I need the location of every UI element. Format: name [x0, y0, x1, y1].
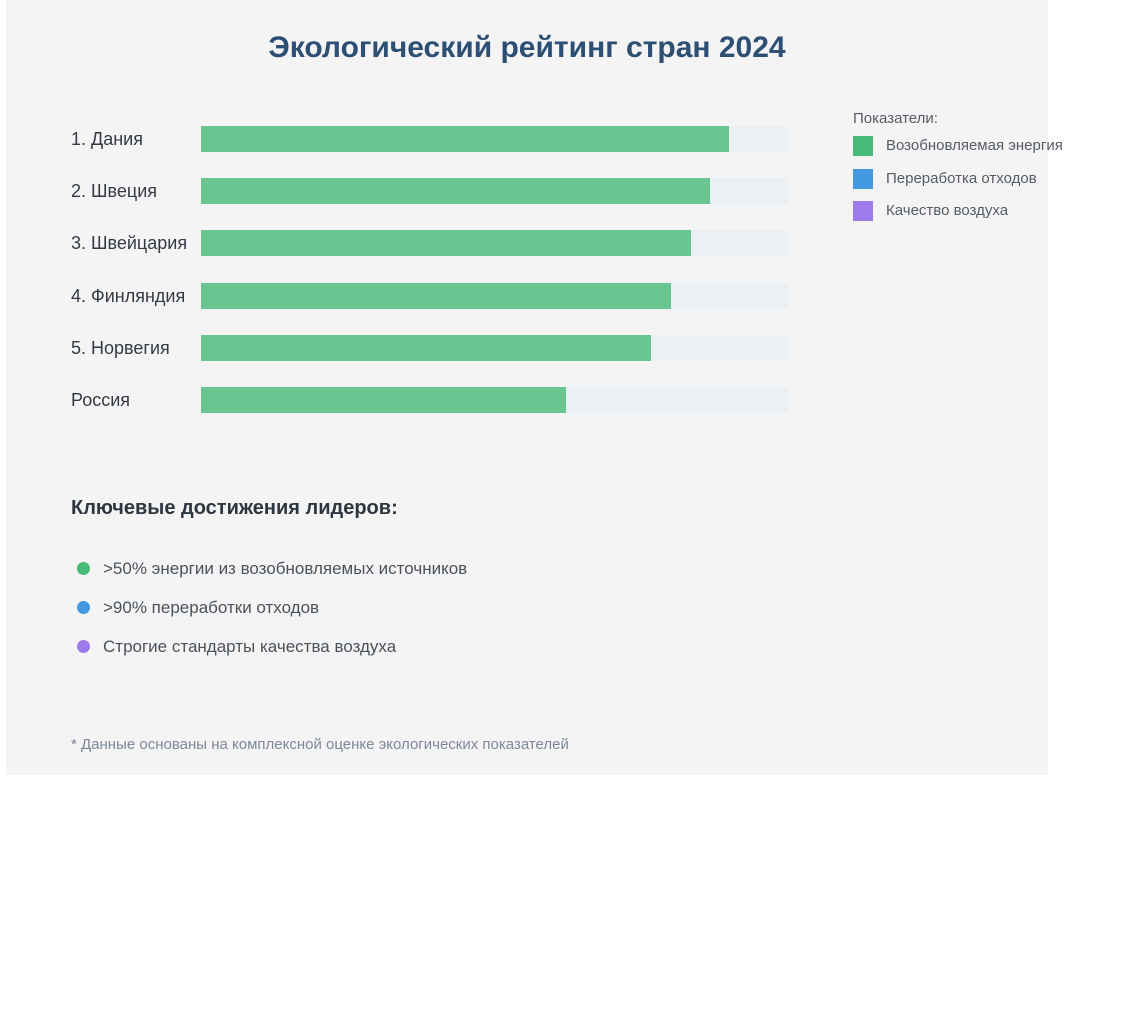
legend-title: Показатели:: [853, 110, 938, 127]
bar-fill: [201, 126, 730, 152]
bar-track: [201, 230, 788, 257]
bar-row: 4. Финляндия: [71, 282, 791, 310]
legend-item-waste-recycling: Переработка отходов: [853, 168, 1093, 189]
category-label: 1. Дания: [71, 129, 143, 149]
category-label: 2. Швеция: [71, 181, 157, 202]
category-label: 4. Финляндия: [71, 285, 186, 306]
bar-track: [201, 126, 788, 152]
bar-fill: [201, 178, 710, 205]
bar-track: [201, 178, 788, 205]
bar-fill: [201, 334, 651, 361]
achievement-text: Строгие стандарты качества воздуха: [103, 637, 397, 656]
bar-track: [201, 282, 788, 309]
legend-swatch: [853, 201, 873, 221]
bar-row: Россия: [71, 386, 791, 414]
bar-fill: [201, 282, 671, 309]
achievement-text: >90% переработки отходов: [103, 598, 320, 617]
legend-swatch: [853, 168, 873, 189]
bar-row: 2. Швеция: [71, 177, 791, 205]
legend-label: Качество воздуха: [886, 202, 1009, 219]
bar-track: [201, 334, 788, 361]
bullet-dot-icon: [77, 562, 90, 575]
bullet-dot-icon: [77, 640, 90, 653]
rating-card: Экологический рейтинг стран 2024 1. Дани…: [6, 0, 1063, 775]
footnote: * Данные основаны на комплексной оценке …: [71, 736, 569, 753]
bullet-dot-icon: [77, 601, 90, 614]
bar-row: 1. Дания: [71, 125, 791, 153]
legend: Показатели: Возобновляемая энергия Перер…: [853, 110, 1093, 234]
bar-row: 5. Норвегия: [71, 334, 791, 362]
legend-label: Переработка отходов: [886, 169, 1037, 187]
bar-fill: [201, 230, 691, 257]
legend-swatch: [853, 136, 873, 156]
achievements-title: Ключевые достижения лидеров:: [71, 497, 398, 519]
bar-row: 3. Швейцария: [71, 229, 791, 257]
legend-label: Возобновляемая энергия: [886, 137, 1063, 154]
bar-fill: [201, 387, 567, 413]
bar-chart: 1. Дания 2. Швеция 3. Швейцария 4. Финлянди…: [6, 0, 1048, 440]
chart-title: Экологический рейтинг стран 2024: [268, 31, 786, 64]
category-label: 3. Швейцария: [71, 233, 188, 254]
category-label: Россия: [71, 390, 131, 410]
category-label: 5. Норвегия: [71, 337, 170, 358]
bar-track: [201, 387, 788, 413]
achievement-text: >50% энергии из возобновляемых источнико…: [103, 559, 468, 578]
legend-item-renewable-energy: Возобновляемая энергия: [853, 136, 1093, 156]
legend-item-air-quality: Качество воздуха: [853, 201, 1093, 221]
